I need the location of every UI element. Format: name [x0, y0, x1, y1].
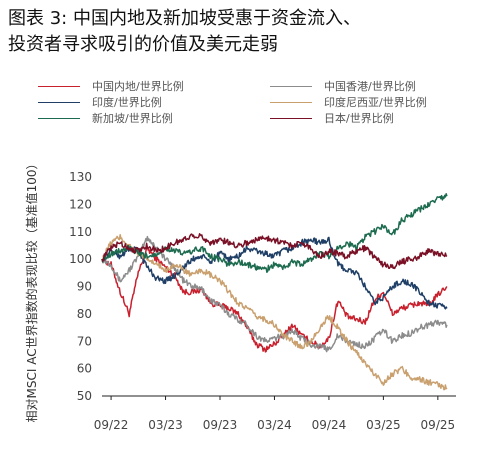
- legend-swatch-india: [38, 101, 80, 103]
- y-tick-label: 130: [69, 170, 92, 184]
- x-tick-label: 03/25: [366, 418, 401, 432]
- y-tick-label: 50: [77, 389, 92, 403]
- chart-title-line-2: 投资者寻求吸引的价值及美元走弱: [8, 34, 278, 55]
- chart-title: 图表 3: 中国内地及新加坡受惠于资金流入、 投资者寻求吸引的价值及美元走弱: [8, 6, 478, 58]
- chart-legend: 中国内地/世界比例 印度/世界比例 新加坡/世界比例 中国香港/世界比例 印度尼…: [0, 78, 482, 128]
- legend-item-singapore: 新加坡/世界比例: [38, 110, 173, 126]
- y-axis-label: 相对MSCI AC世界指数的表现比较（基准值100）: [24, 158, 39, 423]
- x-tick-label: 09/23: [203, 418, 238, 432]
- x-tick-label: 09/25: [421, 418, 456, 432]
- series-line: [101, 233, 448, 270]
- series-lines: [101, 193, 448, 391]
- legend-label-japan: 日本/世界比例: [324, 112, 394, 125]
- x-tick-label: 03/24: [257, 418, 292, 432]
- legend-swatch-singapore: [38, 117, 80, 119]
- legend-label-hongkong: 中国香港/世界比例: [324, 80, 416, 93]
- x-tick-label: 09/22: [94, 418, 129, 432]
- legend-item-japan: 日本/世界比例: [270, 110, 394, 126]
- y-tick-label: 60: [77, 362, 92, 376]
- legend-item-china: 中国内地/世界比例: [38, 78, 184, 94]
- y-tick-label: 90: [77, 280, 92, 294]
- legend-swatch-china: [38, 85, 80, 87]
- chart-title-line-1: 图表 3: 中国内地及新加坡受惠于资金流入、: [8, 8, 361, 29]
- series-line: [101, 236, 448, 310]
- y-axis-label-group: 相对MSCI AC世界指数的表现比较（基准值100）: [24, 158, 39, 423]
- y-axis-ticks: 50 60 70 80 90 100 110 120 130: [69, 170, 92, 403]
- y-tick-label: 110: [69, 225, 92, 239]
- series-line: [101, 233, 448, 391]
- legend-item-india: 印度/世界比例: [38, 94, 162, 110]
- legend-swatch-indonesia: [270, 101, 312, 103]
- y-tick-label: 80: [77, 307, 92, 321]
- y-tick-label: 120: [69, 197, 92, 211]
- legend-label-china: 中国内地/世界比例: [92, 80, 184, 93]
- legend-label-india: 印度/世界比例: [92, 96, 162, 109]
- legend-swatch-hongkong: [270, 85, 312, 87]
- series-line: [101, 193, 448, 273]
- x-tick-label: 03/23: [148, 418, 183, 432]
- legend-item-hongkong: 中国香港/世界比例: [270, 78, 416, 94]
- y-tick-label: 70: [77, 334, 92, 348]
- x-axis-ticks: 09/22 03/23 09/23 03/24 09/24 03/25 09/25: [94, 396, 455, 432]
- legend-label-indonesia: 印度尼西亚/世界比例: [324, 96, 427, 109]
- y-tick-label: 100: [69, 252, 92, 266]
- legend-swatch-japan: [270, 117, 312, 119]
- x-tick-label: 09/24: [312, 418, 347, 432]
- legend-item-indonesia: 印度尼西亚/世界比例: [270, 94, 427, 110]
- legend-label-singapore: 新加坡/世界比例: [92, 112, 173, 125]
